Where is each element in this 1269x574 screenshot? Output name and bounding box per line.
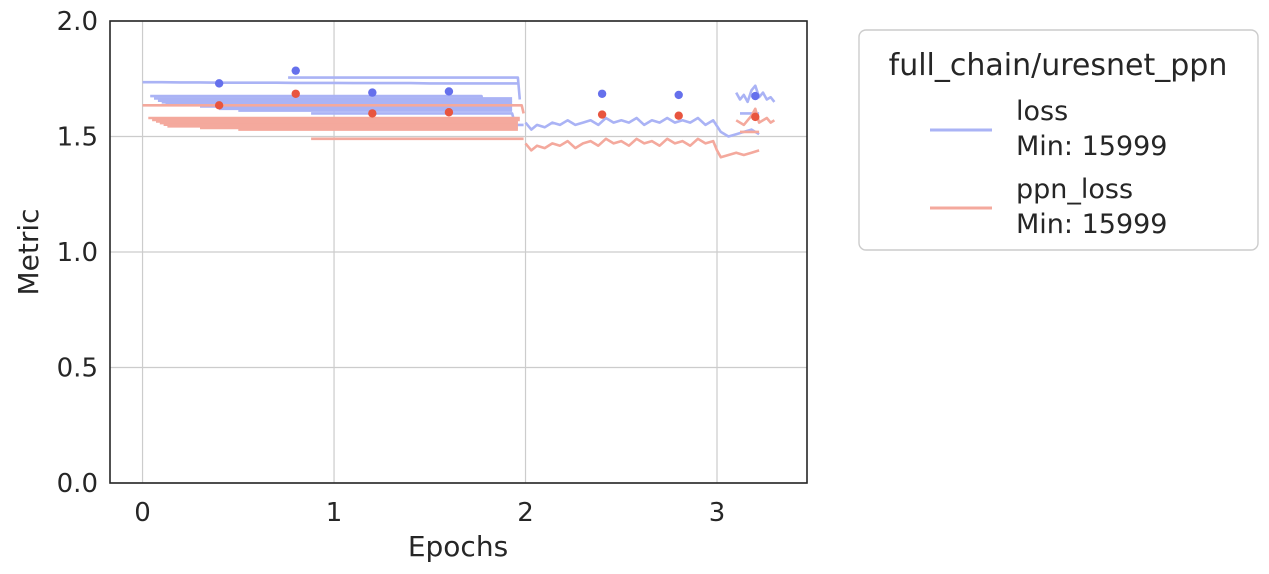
x-tick-label: 2 [517,498,534,528]
data-point-loss [597,89,607,98]
series-line-loss [524,116,760,138]
x-axis-label: Epochs [408,530,508,563]
y-axis-ticks: 0.0 0.5 1.0 1.5 2.0 [57,7,98,499]
series-line-ppn-loss [524,137,760,159]
y-tick-label: 0.0 [57,469,98,499]
data-point-ppn-loss [291,89,300,98]
y-tick-label: 2.0 [57,7,98,37]
plot-area [142,66,776,159]
legend: full_chain/uresnet_ppn loss Min: 15999 p… [858,29,1259,251]
y-tick-label: 0.5 [57,354,98,384]
legend-label-loss: loss [1016,96,1068,127]
data-point-loss [751,91,760,101]
legend-min-loss: Min: 15999 [1016,131,1167,162]
series-line-loss [288,76,522,100]
data-point-ppn-loss [214,101,224,110]
x-tick-label: 1 [326,498,343,528]
data-point-loss [444,87,454,96]
legend-min-ppn-loss: Min: 15999 [1016,209,1167,240]
data-point-loss [214,79,224,88]
data-point-loss [291,66,300,75]
data-point-loss [674,90,683,100]
data-point-ppn-loss [597,110,607,119]
legend-label-ppn-loss: ppn_loss [1016,174,1133,205]
y-tick-label: 1.0 [57,238,98,268]
data-point-ppn-loss [368,109,377,118]
x-tick-label: 0 [134,498,151,528]
data-point-ppn-loss [674,111,683,120]
legend-box [858,29,1259,251]
data-point-ppn-loss [751,112,760,122]
series-line-loss [735,84,776,104]
axes-frame [109,20,808,484]
y-tick-label: 1.5 [57,123,98,153]
y-axis-label: Metric [12,208,45,295]
series-line-loss [142,80,518,85]
x-tick-label: 3 [709,498,726,528]
legend-title: full_chain/uresnet_ppn [889,48,1228,83]
x-axis-ticks: 0 1 2 3 [134,498,725,528]
data-point-loss [368,88,377,97]
data-point-ppn-loss [444,108,454,117]
